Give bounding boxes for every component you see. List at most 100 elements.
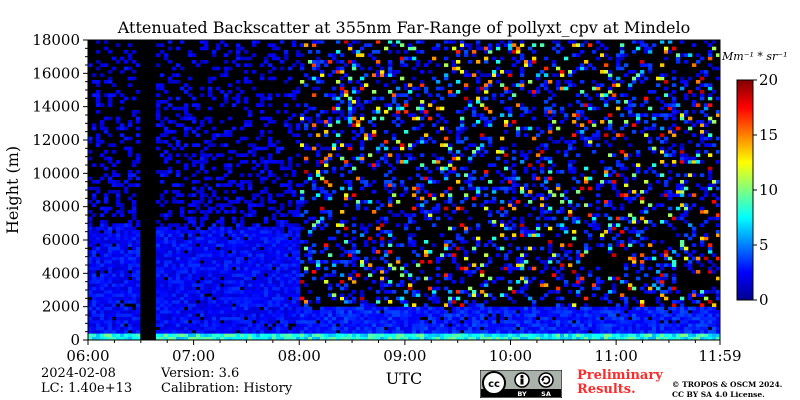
heatmap-cell [244,153,249,157]
heatmap-cell [472,150,477,154]
heatmap-cell [460,306,465,311]
heatmap-cell [608,326,613,331]
heatmap-cell [168,166,173,171]
heatmap-cell [428,326,433,331]
heatmap-cell [168,323,173,327]
heatmap-cell [592,306,597,311]
heatmap-cell [172,263,177,267]
heatmap-cell [368,183,373,187]
heatmap-cell [404,100,409,104]
heatmap-cell [280,250,285,254]
heatmap-cell [424,63,429,67]
heatmap-cell [568,83,573,87]
heatmap-cell [232,236,237,241]
heatmap-cell [444,286,449,291]
heatmap-cell [128,76,133,81]
heatmap-cell [296,293,301,297]
heatmap-cell [528,266,533,271]
heatmap-cell [440,310,445,314]
heatmap-cell [160,173,165,177]
heatmap-cell [500,70,505,74]
heatmap-cell [560,336,565,340]
heatmap-cell [556,150,561,154]
heatmap-cell [432,206,437,211]
heatmap-cell [188,273,193,277]
heatmap-cell [572,306,577,311]
heatmap-cell [188,293,193,297]
heatmap-cell [380,216,385,221]
heatmap-cell [444,200,449,204]
heatmap-cell [172,66,177,71]
heatmap-cell [200,243,205,247]
heatmap-cell [232,300,237,304]
heatmap-cell [384,140,389,144]
heatmap-cell [164,126,169,131]
heatmap-cell [280,266,285,271]
heatmap-cell [324,306,329,311]
heatmap-cell [440,156,445,161]
heatmap-cell [324,196,329,201]
heatmap-cell [504,43,509,47]
heatmap-cell [256,246,261,251]
heatmap-cell [340,296,345,301]
heatmap-cell [304,210,309,214]
heatmap-cell [404,263,409,267]
heatmap-cell [364,43,369,47]
heatmap-cell [356,310,361,314]
heatmap-cell [320,60,325,64]
heatmap-cell [540,196,545,201]
heatmap-cell [292,300,297,304]
heatmap-cell [200,273,205,277]
heatmap-cell [188,256,193,261]
heatmap-cell [196,323,201,327]
heatmap-cell [376,60,381,64]
heatmap-cell [348,323,353,327]
heatmap-cell [416,333,421,337]
heatmap-cell [128,243,133,247]
heatmap-cell [288,93,293,97]
heatmap-cell [232,306,237,311]
heatmap-cell [576,100,581,104]
heatmap-cell [176,270,181,274]
heatmap-cell [248,230,253,234]
heatmap-cell [260,253,265,257]
heatmap-cell [248,80,253,84]
heatmap-cell [384,276,389,281]
heatmap-cell [260,63,265,67]
heatmap-cell [256,276,261,281]
heatmap-cell [432,336,437,340]
heatmap-cell [552,290,557,294]
heatmap-cell [352,50,357,54]
heatmap-cell [200,286,205,291]
heatmap-cell [196,143,201,147]
heatmap-cell [572,70,577,74]
heatmap-cell [540,246,545,251]
heatmap-cell [400,106,405,111]
heatmap-cell [168,266,173,271]
heatmap-cell [400,243,405,247]
heatmap-cell [268,116,273,121]
heatmap-cell [432,296,437,301]
heatmap-cell [384,180,389,184]
heatmap-cell [224,196,229,201]
heatmap-cell [500,293,505,297]
heatmap-cell [172,230,177,234]
heatmap-cell [376,323,381,327]
heatmap-cell [236,293,241,297]
heatmap-cell [184,273,189,277]
heatmap-cell [564,230,569,234]
heatmap-cell [208,320,213,324]
heatmap-cell [488,80,493,84]
heatmap-cell [412,306,417,311]
heatmap-cell [184,83,189,87]
heatmap-cell [360,293,365,297]
heatmap-cell [376,63,381,67]
heatmap-cell [452,260,457,264]
heatmap-cell [432,306,437,311]
heatmap-cell [592,286,597,291]
heatmap-cell [216,243,221,247]
heatmap-cell [292,226,297,231]
heatmap-cell [240,330,245,334]
heatmap-cell [300,190,305,194]
heatmap-cell [524,320,529,324]
